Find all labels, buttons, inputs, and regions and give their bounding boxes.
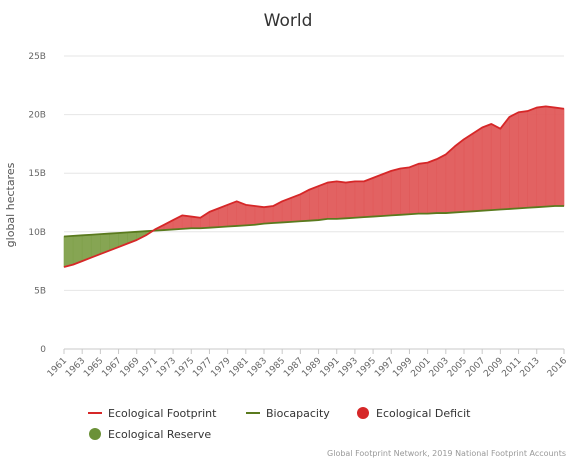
x-tick-label: 1977 (191, 356, 214, 379)
y-tick-label: 10B (28, 228, 46, 238)
ecological-deficit-area (527, 107, 538, 209)
x-tick-label: 2009 (482, 356, 505, 379)
x-tick-label: 1967 (100, 356, 123, 379)
ecological-deficit-area (318, 182, 328, 221)
x-tick-label: 1965 (82, 356, 105, 379)
ecological-deficit-area (554, 107, 565, 207)
ecological-deficit-area (363, 177, 374, 218)
legend-label: Ecological Deficit (376, 407, 471, 420)
legend-label: Ecological Reserve (108, 428, 211, 441)
y-tick-label: 0 (40, 345, 46, 355)
x-tick-label: 2005 (446, 356, 469, 379)
ecological-deficit-area (372, 173, 383, 217)
x-tick-label: 2011 (500, 356, 523, 379)
ecological-deficit-area (263, 205, 274, 224)
x-tick-label: 1993 (337, 356, 360, 379)
x-tick-label: 2016 (546, 356, 569, 379)
x-tick-label: 1985 (264, 356, 287, 379)
x-tick-label: 1983 (246, 356, 269, 379)
legend-dot-marker (357, 407, 369, 419)
ecological-deficit-area (181, 215, 192, 230)
ecological-deficit-area (454, 138, 465, 213)
ecological-deficit-area (463, 132, 474, 213)
x-tick-label: 1969 (119, 356, 142, 379)
y-tick-label: 5B (34, 286, 46, 296)
x-tick-label: 1979 (209, 356, 232, 379)
ecological-deficit-area (545, 106, 556, 207)
x-tick-label: 2003 (428, 356, 451, 379)
x-tick-label: 1963 (64, 356, 87, 379)
ecological-deficit-area (418, 162, 428, 214)
ecological-reserve-area (72, 235, 83, 266)
ecological-deficit-area (245, 204, 256, 226)
x-tick-label: 1991 (319, 356, 342, 379)
x-tick-label: 2013 (519, 356, 542, 379)
legend-item-ecological-footprint[interactable]: Ecological Footprint (88, 407, 217, 420)
ecological-reserve-area (63, 235, 74, 268)
y-tick-label: 20B (28, 111, 46, 121)
credits-text[interactable]: Global Footprint Network, 2019 National … (327, 449, 566, 458)
chart-title: World (264, 11, 313, 31)
legend-label: Ecological Footprint (108, 407, 217, 420)
legend-item-ecological-reserve[interactable]: Ecological Reserve (89, 428, 211, 441)
legend-dot-marker (89, 428, 101, 440)
ecological-deficit-area (336, 181, 347, 220)
biocapacity-line (63, 205, 564, 238)
ecological-deficit-area (500, 116, 510, 210)
ecological-deficit-area (254, 205, 265, 226)
x-tick-label: 2007 (464, 356, 487, 379)
x-tick-label: 1995 (355, 356, 378, 379)
legend-item-ecological-deficit[interactable]: Ecological Deficit (357, 407, 471, 420)
ecological-deficit-area (381, 170, 392, 217)
x-tick-label: 2001 (409, 356, 432, 379)
ecological-deficit-area (400, 166, 410, 216)
ecological-deficit-area (427, 158, 438, 214)
ecological-deficit-area (345, 181, 356, 219)
ecological-deficit-area (445, 145, 456, 214)
x-tick-label: 1989 (300, 356, 323, 379)
ecological-deficit-area (481, 123, 492, 212)
x-tick-label: 1981 (228, 356, 251, 379)
ecological-deficit-area (409, 163, 419, 215)
ecological-deficit-area (354, 181, 365, 219)
ecological-deficit-area (490, 123, 501, 211)
line-layer (63, 105, 565, 268)
y-axis-label: global hectares (4, 162, 17, 247)
y-tick-label: 15B (28, 169, 46, 179)
ecological-deficit-area (472, 126, 483, 212)
ecological-deficit-area (436, 153, 447, 214)
x-tick-label: 1997 (373, 356, 396, 379)
area-layer (63, 106, 565, 268)
ecological-deficit-area (536, 106, 547, 208)
ecological-footprint-line (63, 105, 565, 268)
ecological-deficit-area (390, 168, 401, 216)
x-tick-label: 1999 (391, 356, 414, 379)
ecological-deficit-area (290, 193, 301, 223)
y-tick-label: 25B (28, 52, 46, 62)
x-tick-label: 1971 (137, 356, 160, 379)
ecological-deficit-area (509, 111, 519, 210)
ecological-deficit-area (518, 110, 528, 209)
x-tick-label: 1987 (282, 356, 305, 379)
legend-item-biocapacity[interactable]: Biocapacity (246, 407, 330, 420)
ecological-deficit-area (309, 185, 319, 221)
x-tick-label: 1961 (46, 356, 69, 379)
x-tick-label: 1973 (155, 356, 178, 379)
x-tick-label: 1975 (173, 356, 196, 379)
legend: Ecological Footprint Biocapacity Ecologica… (88, 407, 471, 441)
ecological-deficit-area (327, 181, 338, 220)
legend-label: Biocapacity (266, 407, 330, 420)
